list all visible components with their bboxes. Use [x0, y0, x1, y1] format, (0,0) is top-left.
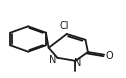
Text: Cl: Cl: [59, 21, 69, 31]
Text: O: O: [105, 51, 113, 61]
Text: N: N: [49, 55, 56, 65]
Text: N: N: [74, 58, 81, 68]
